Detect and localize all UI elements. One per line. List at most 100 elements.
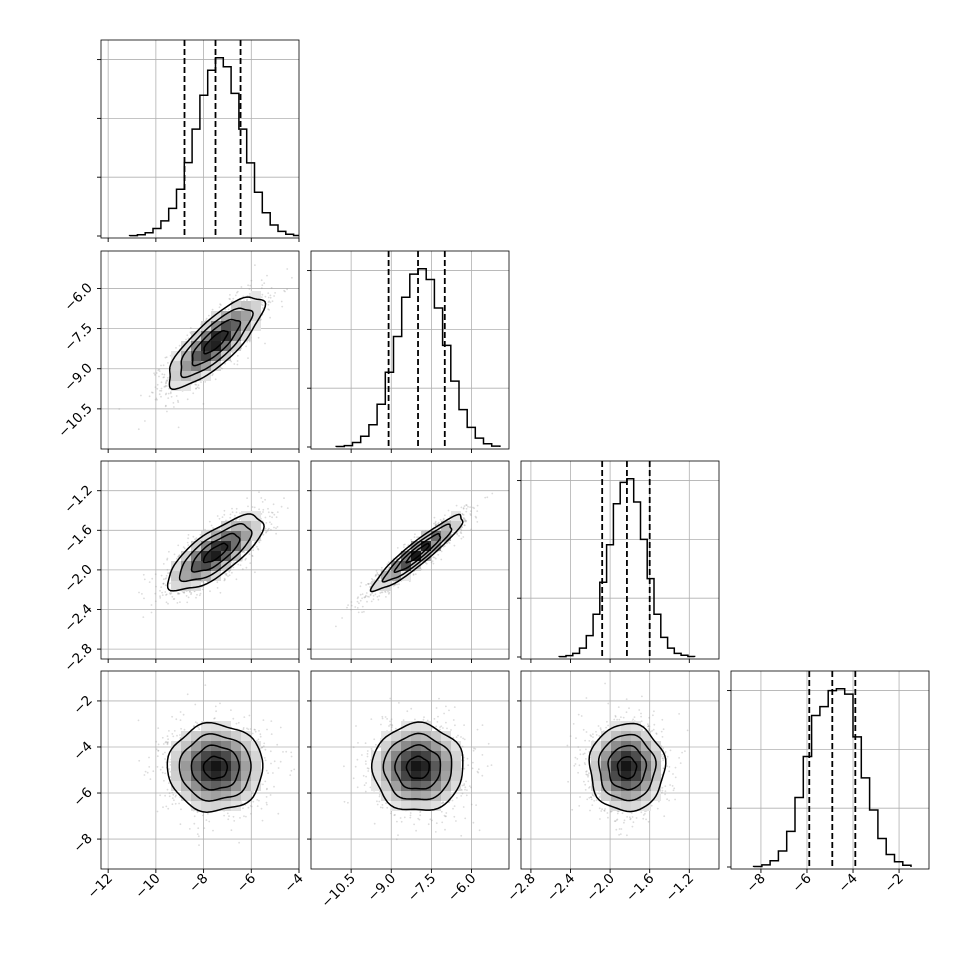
sample-point — [395, 727, 397, 730]
sample-point — [664, 785, 667, 788]
density-cell — [221, 551, 231, 561]
sample-point — [164, 356, 167, 359]
sample-point — [626, 834, 628, 837]
sample-point — [166, 379, 169, 382]
sample-point — [463, 518, 466, 521]
sample-point — [669, 749, 672, 752]
sample-point — [376, 573, 379, 576]
sample-point — [451, 799, 454, 802]
sample-point — [227, 818, 230, 821]
sample-point — [246, 299, 248, 302]
sample-point — [177, 593, 179, 595]
sample-point — [456, 532, 459, 534]
density-cell — [181, 751, 191, 761]
sample-point — [161, 591, 164, 594]
sample-point — [160, 586, 163, 588]
sample-point — [599, 727, 602, 730]
sample-point — [413, 536, 416, 538]
density-cell — [191, 571, 201, 581]
sample-point — [582, 753, 585, 756]
sample-point — [281, 305, 284, 308]
sample-point — [165, 577, 168, 579]
sample-point — [586, 773, 589, 776]
contour-line — [168, 296, 267, 390]
sample-point — [433, 718, 436, 720]
sample-point — [269, 750, 272, 753]
sample-point — [617, 706, 620, 708]
sample-point — [374, 574, 377, 576]
density-cell — [231, 741, 241, 751]
density-cell — [201, 351, 211, 361]
density-cell — [221, 741, 231, 751]
sample-point — [387, 590, 389, 593]
density-cell — [401, 741, 411, 751]
sample-point — [370, 747, 373, 750]
density-cell — [211, 731, 221, 741]
sample-point — [261, 746, 264, 749]
sample-point — [251, 792, 254, 795]
sample-point — [171, 791, 174, 794]
sample-point — [343, 765, 345, 768]
sample-point — [164, 741, 167, 744]
sample-point — [481, 724, 484, 726]
sample-point — [249, 562, 252, 564]
contour-line — [405, 542, 430, 564]
sample-point — [178, 592, 181, 595]
sample-point — [230, 360, 233, 363]
sample-point — [164, 405, 167, 408]
sample-point — [582, 728, 585, 731]
sample-point — [155, 748, 158, 751]
sample-point — [157, 749, 160, 752]
sample-point — [228, 574, 231, 577]
scatter-panel — [101, 461, 299, 659]
sample-point — [476, 770, 479, 773]
density-cell — [391, 761, 401, 771]
sample-point — [162, 743, 165, 745]
sample-point — [616, 812, 619, 815]
density-cell — [191, 351, 201, 361]
sample-point — [418, 818, 421, 821]
sample-point — [165, 574, 168, 577]
density-cell — [621, 801, 631, 811]
sample-point — [378, 793, 381, 796]
sample-point — [264, 527, 267, 530]
sample-point — [175, 794, 177, 797]
sample-point — [673, 787, 676, 790]
density-cell — [241, 791, 251, 801]
sample-point — [577, 746, 580, 748]
sample-point — [629, 817, 632, 820]
sample-point — [271, 516, 273, 519]
histogram-step — [335, 268, 501, 448]
sample-point — [446, 727, 448, 730]
density-cell — [401, 781, 411, 791]
sample-point — [460, 506, 463, 509]
density-cell — [451, 771, 461, 781]
sample-point — [250, 805, 253, 808]
sample-point — [585, 748, 587, 751]
sample-point — [269, 521, 271, 524]
sample-point — [580, 715, 583, 717]
sample-point — [166, 379, 169, 381]
density-cell — [371, 771, 381, 781]
sample-point — [445, 705, 447, 708]
sample-point — [160, 364, 162, 367]
sample-point — [142, 616, 145, 618]
contour-line — [393, 532, 442, 574]
sample-point — [151, 391, 154, 394]
sample-point — [653, 723, 656, 726]
density-cell — [181, 361, 191, 371]
sample-point — [635, 817, 638, 819]
panel-frame — [100, 670, 300, 870]
sample-point — [189, 327, 192, 329]
sample-point — [417, 817, 420, 820]
sample-point — [472, 506, 474, 509]
density-cell — [171, 741, 181, 751]
sample-point — [583, 762, 586, 764]
sample-point — [434, 522, 437, 524]
sample-point — [384, 716, 387, 718]
sample-point — [266, 530, 269, 532]
sample-point — [378, 573, 380, 576]
density-cell — [401, 751, 411, 761]
sample-point — [476, 510, 479, 512]
x-tick-label: −9.0 — [365, 871, 399, 905]
